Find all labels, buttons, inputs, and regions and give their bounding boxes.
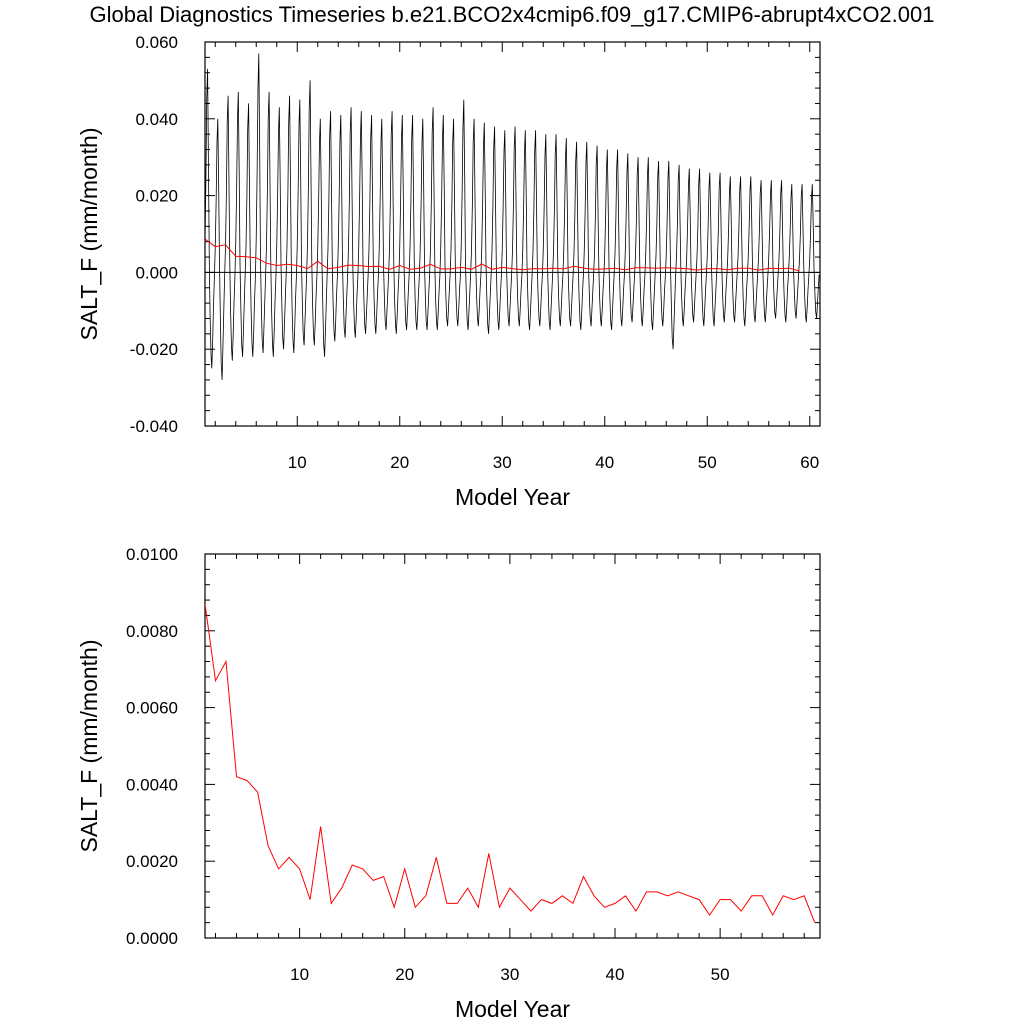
panel2-x-tick-label: 30 [500, 965, 519, 984]
panel1-y-axis-title: SALT_F (mm/month) [76, 128, 102, 341]
panel2-y-tick-label: 0.0080 [126, 622, 178, 641]
panel2-x-tick-label: 40 [606, 965, 625, 984]
panel1-annual-series-line [205, 238, 800, 272]
panel2-plot-frame [204, 553, 821, 939]
panel1-y-tick-label: -0.040 [130, 417, 178, 436]
figure-title: Global Diagnostics Timeseries b.e21.BCO2… [89, 2, 935, 27]
panel1-y-tick-label: 0.060 [135, 33, 178, 52]
panel1-y-tick-label: 0.020 [135, 187, 178, 206]
panel1-x-tick-label: 30 [493, 453, 512, 472]
panel1-y-tick-label: -0.020 [130, 340, 178, 359]
panel2-x-tick-label: 20 [395, 965, 414, 984]
panel2-annual-series-line [205, 603, 816, 923]
panel1-x-tick-label: 20 [390, 453, 409, 472]
panel1-x-axis-title: Model Year [455, 484, 570, 510]
panel1-x-tick-label: 10 [288, 453, 307, 472]
panel2-y-tick-label: 0.0100 [126, 545, 178, 564]
panel2-x-tick-label: 10 [290, 965, 309, 984]
panel2-y-tick-label: 0.0060 [126, 699, 178, 718]
panel2-y-tick-label: 0.0040 [126, 775, 178, 794]
panel2-x-axis-title: Model Year [455, 996, 570, 1022]
panel2-y-axis-title: SALT_F (mm/month) [76, 640, 102, 853]
panel1-y-tick-label: 0.000 [135, 263, 178, 282]
panel1-x-tick-label: 40 [595, 453, 614, 472]
panel1-x-tick-label: 60 [800, 453, 819, 472]
panel1-monthly-series-line [205, 53, 820, 380]
panel1-x-tick-label: 50 [698, 453, 717, 472]
panel1-y-tick-label: 0.040 [135, 110, 178, 129]
panel2-y-tick-label: 0.0000 [126, 929, 178, 948]
panel2-x-tick-label: 50 [711, 965, 730, 984]
panel2-y-tick-label: 0.0020 [126, 852, 178, 871]
